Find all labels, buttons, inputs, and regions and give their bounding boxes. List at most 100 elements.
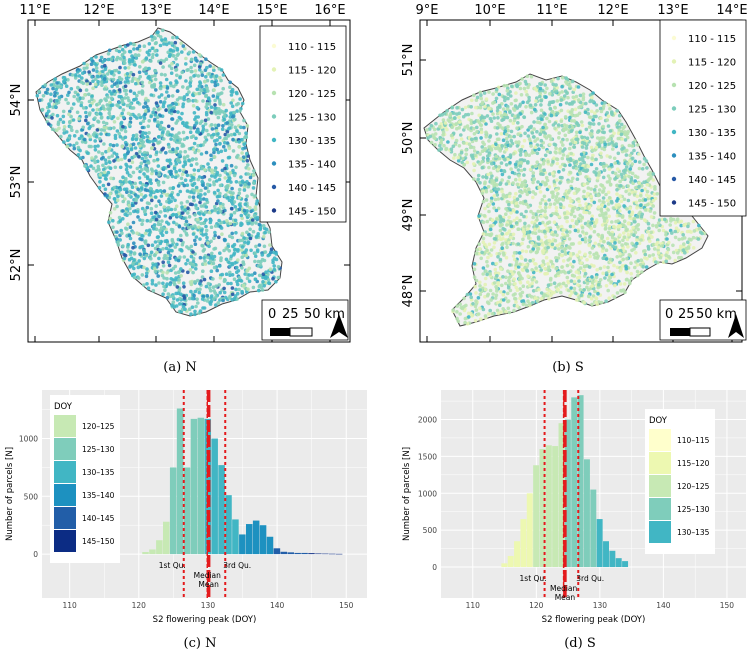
lon-label: 12°E — [83, 3, 114, 18]
legend-swatch — [649, 452, 671, 474]
legend-label: 145 - 150 — [688, 199, 736, 210]
y-tick-label: 1500 — [418, 452, 437, 461]
legend-label: 145–150 — [82, 537, 115, 546]
lat-label: 53°N — [9, 166, 24, 199]
x-tick-label: 110 — [466, 601, 481, 610]
histogram-bar — [501, 563, 508, 568]
legend-swatch — [54, 461, 76, 483]
histogram-bar — [156, 540, 163, 555]
histogram-bar — [315, 553, 322, 555]
histogram-bar — [514, 541, 521, 568]
legend-north: 110 - 115 115 - 120 120 - 125 125 - 130 130 … — [259, 25, 347, 223]
y-tick-label: 0 — [33, 550, 38, 559]
y-axis-title: Number of parcels [N] — [5, 447, 15, 541]
y-tick-label: 2000 — [418, 416, 437, 425]
histogram-bar — [211, 438, 218, 555]
lat-label: 49°N — [401, 199, 416, 232]
map-south: 9°E 10°E 11°E 12°E 13°E 14°E51°N50°N49°N48°N … — [401, 3, 748, 343]
x-tick-label: 130 — [593, 601, 608, 610]
x-tick-label: 110 — [62, 601, 77, 610]
q1-label: 1st Qu. — [159, 561, 186, 570]
histogram-bar — [301, 552, 308, 555]
legend-swatch — [271, 43, 277, 49]
legend-label: 115–120 — [677, 459, 710, 468]
lon-label: 13°E — [657, 3, 688, 18]
legend-swatch — [671, 129, 677, 135]
scalebar-south: 0 25 50 km — [659, 299, 747, 341]
y-axis-title: Number of parcels [N] — [402, 447, 412, 541]
scale-label-25: 25 — [282, 307, 299, 322]
lon-label: 11°E — [536, 3, 567, 18]
lon-label: 16°E — [314, 3, 345, 18]
histogram-bar — [225, 495, 232, 555]
map-north: 11°E 12°E 13°E 14°E 15°E 16°E 54°N 53°N 52°N 110… — [9, 3, 351, 343]
y-tick-label: 1000 — [418, 489, 437, 498]
lon-label: 10°E — [474, 3, 505, 18]
legend-swatch — [649, 498, 671, 520]
histogram-bar — [176, 408, 184, 555]
histogram-bar — [287, 552, 294, 555]
legend-swatch — [671, 176, 677, 182]
legend-swatch — [671, 153, 677, 158]
legend-label: 115 - 120 — [688, 58, 736, 69]
histogram-bar — [308, 553, 315, 555]
legend-swatch — [271, 67, 277, 72]
q1-label: 1st Qu. — [520, 574, 547, 583]
median-label: Median — [194, 571, 222, 580]
histogram-bar — [328, 553, 336, 555]
x-tick-label: 140 — [270, 601, 285, 610]
legend-label: 125–130 — [677, 505, 710, 514]
x-axis-title: S2 flowering peak (DOY) — [542, 615, 646, 625]
histogram-bar — [183, 467, 191, 555]
legend-swatch — [271, 137, 277, 143]
legend-title: DOY — [649, 416, 668, 426]
legend-label: 140 - 145 — [688, 175, 736, 186]
y-tick-label: 500 — [24, 492, 39, 501]
lat-label: 54°N — [9, 84, 24, 117]
histogram-bar — [622, 561, 629, 568]
legend-swatch — [271, 208, 277, 213]
legend-label: 110 - 115 — [688, 34, 736, 45]
x-tick-label: 120 — [529, 601, 544, 610]
histogram-bar — [603, 541, 609, 568]
x-tick-label: 130 — [201, 601, 216, 610]
scalebar-north: 0 25 50 km — [261, 299, 349, 341]
caption-b: (b) S — [552, 360, 584, 375]
scale-label-0: 0 — [268, 307, 276, 322]
lon-label: 15°E — [256, 3, 287, 18]
histogram-bar — [149, 549, 156, 555]
parcel-points-north — [35, 28, 282, 317]
legend-label: 130 - 135 — [688, 128, 736, 139]
scale-label-0: 0 — [665, 307, 673, 322]
histogram-bar — [335, 553, 343, 555]
histogram-bar — [590, 489, 597, 568]
histogram-bar — [526, 493, 533, 568]
histogram-bar — [294, 552, 301, 555]
x-tick-label: 140 — [656, 601, 671, 610]
north-arrow-icon — [330, 314, 348, 338]
histogram-bar — [232, 519, 239, 555]
parcel-points-south — [425, 74, 707, 326]
legend-swatch — [649, 521, 671, 543]
histogram-bar — [163, 521, 170, 555]
histogram-bar — [245, 524, 253, 555]
histogram-bar — [218, 465, 225, 555]
histogram-bar — [322, 553, 329, 555]
lon-label: 13°E — [140, 3, 171, 18]
histogram-bar — [169, 467, 177, 555]
legend-swatch — [271, 161, 277, 166]
legend-south: 110 - 115 115 - 120 120 - 125 125 - 130 130 … — [659, 19, 747, 217]
scale-label-50km: 50 km — [304, 307, 345, 322]
legend-label: 135 - 140 — [288, 160, 336, 171]
scale-label-50km: 50 km — [696, 307, 737, 322]
histogram-bar — [507, 555, 514, 568]
legend-label: 120–125 — [82, 422, 115, 431]
histogram-bar — [533, 465, 540, 568]
legend-label: 130–135 — [82, 468, 115, 477]
histogram-bar — [520, 519, 527, 568]
lat-label: 51°N — [401, 44, 416, 77]
legend-swatch — [649, 475, 671, 497]
legend-swatch — [54, 415, 76, 437]
